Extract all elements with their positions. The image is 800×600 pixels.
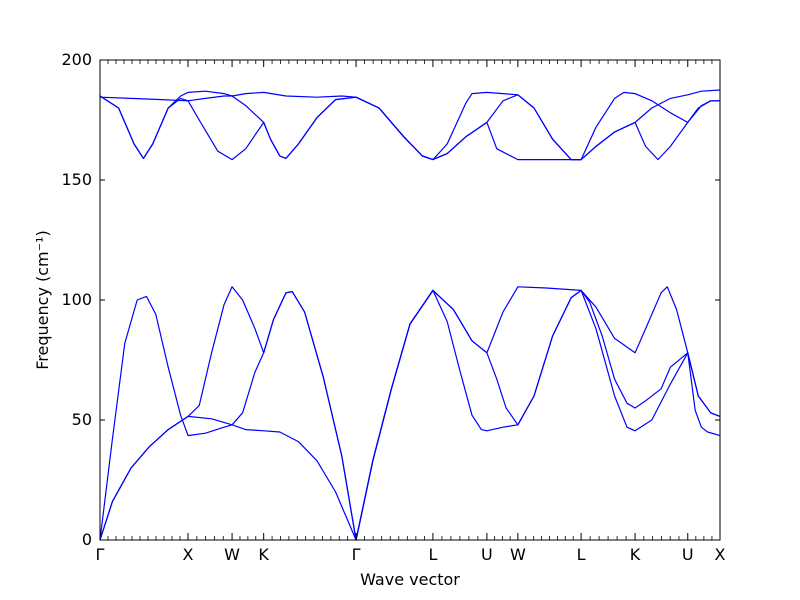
band-line-6 — [99, 89, 721, 161]
y-axis-title: Frequency (cm⁻¹) — [33, 230, 52, 369]
x-tick-label: W — [510, 545, 526, 564]
x-tick-label: L — [428, 545, 437, 564]
x-axis-title: Wave vector — [360, 570, 460, 589]
y-tick-label: 50 — [72, 410, 92, 429]
y-tick-label: 100 — [61, 290, 92, 309]
y-tick-label: 0 — [82, 530, 92, 549]
x-tick-label: L — [577, 545, 586, 564]
x-tick-label: K — [258, 545, 269, 564]
band-line-5 — [99, 95, 720, 161]
x-tick-label: X — [715, 545, 726, 564]
y-tick-label: 150 — [61, 170, 92, 189]
x-tick-label: U — [481, 545, 493, 564]
x-tick-label: X — [183, 545, 194, 564]
x-tick-label: W — [224, 545, 240, 564]
band-line-3 — [99, 289, 721, 541]
y-ticks: 0 50 100 150 200 — [61, 50, 720, 549]
y-tick-label: 200 — [61, 50, 92, 69]
x-tick-label: U — [682, 545, 694, 564]
plot-frame — [99, 59, 721, 541]
x-tick-label: Γ — [96, 545, 105, 564]
series-layer — [99, 89, 721, 541]
x-tick-label: K — [630, 545, 641, 564]
x-tick-label: Γ — [352, 545, 361, 564]
